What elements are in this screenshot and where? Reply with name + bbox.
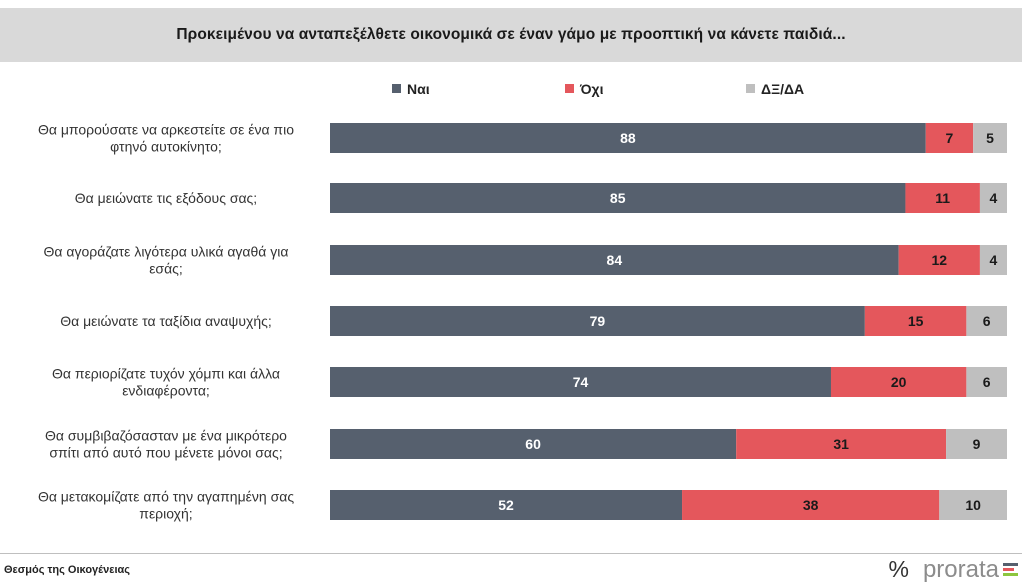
footer-divider [0,553,1022,554]
data-label-no: 12 [932,252,948,268]
data-label-yes: 84 [607,252,623,268]
data-label-yes: 52 [498,497,514,513]
bar-yes [330,123,926,153]
data-label-no: 20 [891,374,907,390]
bar-dk [979,245,1007,275]
legend-label-no: Όχι [580,81,604,97]
data-label-yes: 60 [525,436,541,452]
bar-yes [330,245,899,275]
data-label-dk: 6 [983,374,991,390]
category-label: Θα μειώνατε τις εξόδους σας; [75,190,257,206]
bar-no [905,183,980,213]
bar-yes [330,367,831,397]
legend-item-yes: Ναι [392,80,430,98]
bar-no [898,245,980,275]
category-label: Θα περιορίζατε τυχόν χόμπι και άλλα ενδια… [52,366,280,399]
bar-no [736,429,947,459]
data-label-yes: 85 [610,190,626,206]
legend-item-dk: ΔΞ/ΔΑ [746,80,804,98]
stacked-bar-chart: Θα μπορούσατε να αρκεστείτε σε ένα πιο φτ… [38,122,1007,522]
category-label: Θα αγοράζατε λιγότερα υλικά αγαθά για εσά… [44,244,289,277]
data-label-dk: 4 [990,190,998,206]
bar-no [830,367,967,397]
data-label-dk: 4 [990,252,998,268]
data-label-dk: 6 [983,313,991,329]
legend-label-dk: ΔΞ/ΔΑ [761,81,805,97]
brand-name: prorata [922,556,999,583]
bar-yes [330,306,865,336]
bar-dk [973,123,1007,153]
bar-yes [330,429,737,459]
brand-logo: % prorata [889,553,1020,585]
footer-source: Θεσμός της Οικογένειας [4,564,130,576]
data-label-dk: 5 [986,130,994,146]
bar-dk [979,183,1007,213]
bar-no [864,306,967,336]
bar-dk [946,429,1007,459]
data-label-no: 31 [833,436,849,452]
bar-yes [330,183,906,213]
category-label: Θα μπορούσατε να αρκεστείτε σε ένα πιο φτ… [38,122,294,155]
data-label-no: 7 [946,130,954,146]
bar-yes [330,490,683,520]
bar-dk [966,367,1007,397]
data-label-yes: 74 [573,374,589,390]
data-label-yes: 79 [590,313,606,329]
bar-dk [966,306,1007,336]
chart-title: Προκειμένου να ανταπεξέλθετε οικονομικά … [176,26,846,43]
legend-swatch-yes [392,84,401,93]
legend-label-yes: Ναι [407,81,430,97]
legend-item-no: Όχι [565,80,604,98]
bar-no [925,123,974,153]
data-label-dk: 9 [973,436,981,452]
brand-bars-icon [1003,561,1019,579]
bar-no [682,490,940,520]
legend-swatch-dk [746,84,755,93]
category-label: Θα συμβιβαζόσασταν με ένα μικρότερο σπίτι… [45,428,287,461]
data-label-no: 11 [935,190,950,206]
data-label-dk: 10 [965,497,981,513]
category-label: Θα μειώνατε τα ταξίδια αναψυχής; [60,313,272,329]
title-band: Προκειμένου να ανταπεξέλθετε οικονομικά … [0,8,1022,62]
data-label-yes: 88 [620,130,636,146]
bar-dk [939,490,1007,520]
data-label-no: 15 [908,313,924,329]
brand-percent-symbol: % [888,556,909,582]
legend-swatch-no [565,84,574,93]
data-label-no: 38 [803,497,819,513]
category-label: Θα μετακομίζατε από την αγαπημένη σας περ… [38,489,294,522]
